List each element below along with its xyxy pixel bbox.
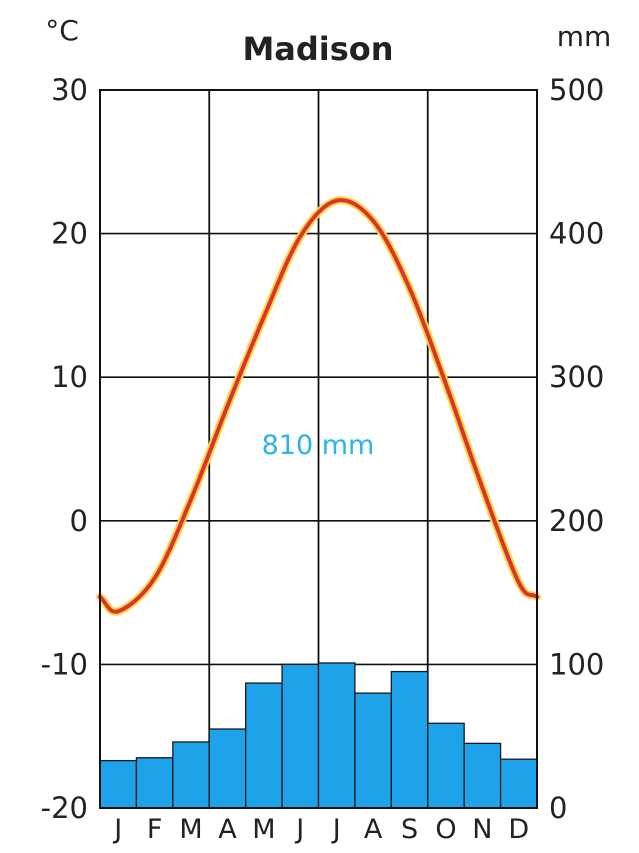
plot-border xyxy=(99,89,538,809)
month-label: M xyxy=(252,814,275,845)
right-tick-label: 500 xyxy=(549,73,604,107)
right-tick-label: 300 xyxy=(549,360,604,394)
month-label: J xyxy=(112,814,122,845)
precipitation-bar xyxy=(390,670,429,809)
precipitation-bar xyxy=(172,741,210,809)
left-tick-label: 20 xyxy=(51,217,88,251)
left-tick-label: 30 xyxy=(51,73,88,107)
month-label: F xyxy=(147,814,163,845)
left-tick-label: 10 xyxy=(51,360,88,394)
left-tick-label: -20 xyxy=(41,791,88,825)
precipitation-bar xyxy=(99,759,138,809)
right-tick-label: 100 xyxy=(549,647,604,681)
month-label: O xyxy=(435,814,456,845)
precipitation-bar xyxy=(354,692,392,809)
month-label: A xyxy=(364,814,383,845)
left-axis-unit: °C xyxy=(45,14,79,47)
temperature-line-path xyxy=(98,198,539,614)
month-label: N xyxy=(472,814,492,845)
precipitation-bars xyxy=(99,662,538,809)
precipitation-bar xyxy=(208,728,247,809)
chart-title: Madison xyxy=(242,30,393,68)
precipitation-bar xyxy=(317,662,356,809)
right-axis-unit: mm xyxy=(557,20,612,53)
month-label: J xyxy=(294,814,304,845)
month-label: M xyxy=(179,814,202,845)
month-label: J xyxy=(331,814,341,845)
right-axis-ticks: 500 400 300 200 100 0 xyxy=(549,73,604,825)
right-tick-label: 0 xyxy=(549,791,567,825)
right-tick-label: 400 xyxy=(549,217,604,251)
annual-precipitation-label: 810 mm xyxy=(262,430,375,461)
precipitation-bar xyxy=(135,757,174,809)
precipitation-bar xyxy=(427,722,465,809)
temperature-line xyxy=(96,196,541,616)
plot-frame xyxy=(99,89,538,809)
right-tick-label: 200 xyxy=(549,504,604,538)
precipitation-bar xyxy=(463,742,502,809)
precipitation-bar xyxy=(499,758,538,809)
left-tick-label: 0 xyxy=(70,504,88,538)
precipitation-bar xyxy=(245,682,283,809)
left-axis-ticks: 30 20 10 0 -10 -20 xyxy=(41,73,88,825)
precipitation-bar xyxy=(281,663,320,809)
left-tick-label: -10 xyxy=(41,647,88,681)
month-label: S xyxy=(401,814,418,845)
month-label: D xyxy=(508,814,529,845)
month-label: A xyxy=(218,814,237,845)
